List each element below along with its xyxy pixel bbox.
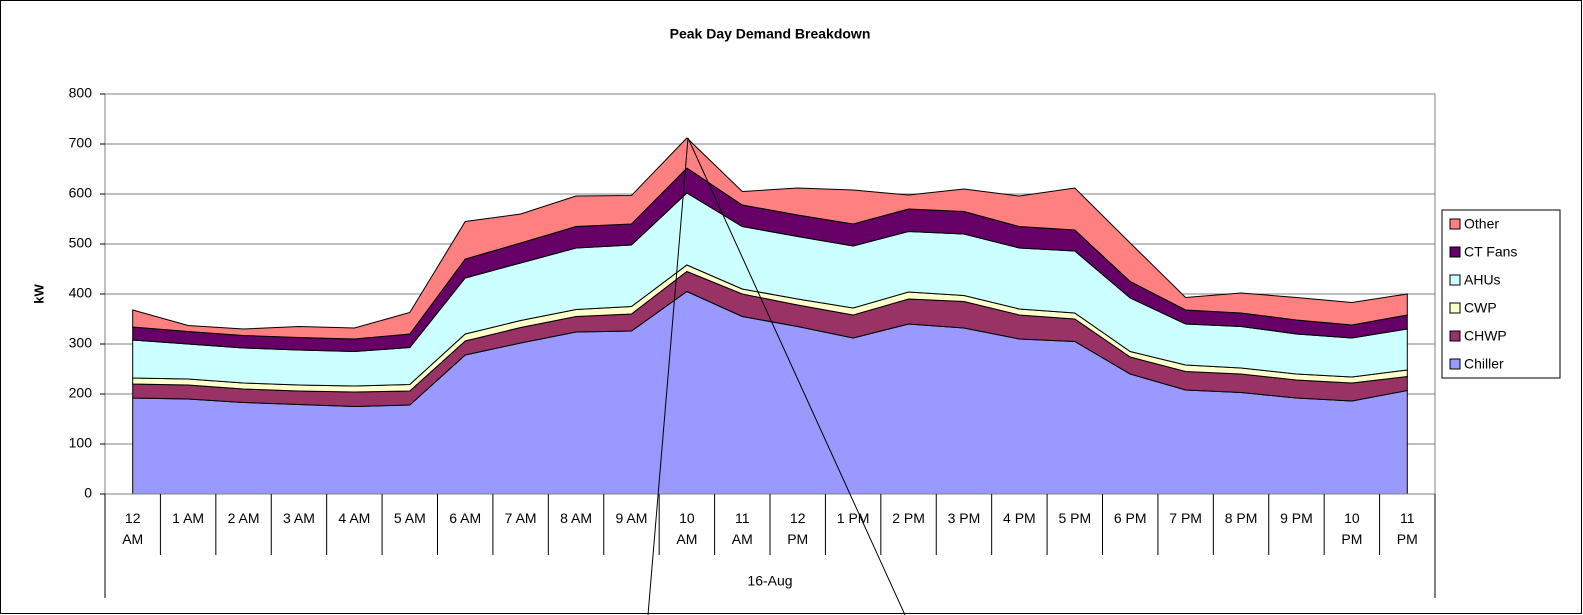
y-tick-label: 600 xyxy=(69,185,93,201)
legend-label: CWP xyxy=(1464,300,1497,316)
x-tick-label: 7 PM xyxy=(1169,510,1202,526)
legend-swatch xyxy=(1449,358,1461,370)
x-tick-label: 10 PM xyxy=(1341,510,1363,547)
legend-swatch xyxy=(1449,330,1461,342)
y-tick-label: 800 xyxy=(69,85,93,101)
x-tick-label: 1 PM xyxy=(836,510,870,526)
legend-swatch xyxy=(1449,302,1461,314)
y-tick-label: 500 xyxy=(69,235,93,251)
chart-title: Peak Day Demand Breakdown xyxy=(670,26,871,42)
x-group-label: 16-Aug xyxy=(747,573,792,589)
legend-swatch xyxy=(1449,218,1461,230)
x-tick-label: 3 PM xyxy=(947,510,981,526)
x-tick-label: 7 AM xyxy=(504,510,537,526)
legend-label: Chiller xyxy=(1464,356,1504,372)
x-tick-label: 10 AM xyxy=(676,510,698,547)
x-tick-label: 11 PM xyxy=(1396,510,1418,547)
x-tick-label: 2 AM xyxy=(227,510,260,526)
legend xyxy=(1441,209,1561,379)
annotation-line xyxy=(647,137,689,615)
x-tick-label: 4 PM xyxy=(1003,510,1036,526)
legend-swatch xyxy=(1449,274,1461,286)
annotation-line xyxy=(687,137,906,615)
x-tick-label: 12 PM xyxy=(787,510,809,547)
y-tick-label: 300 xyxy=(69,335,93,351)
x-tick-label: 6 AM xyxy=(449,510,482,526)
legend-label: CT Fans xyxy=(1464,244,1517,260)
legend-label: CHWP xyxy=(1464,328,1507,344)
x-tick-label: 6 PM xyxy=(1113,510,1147,526)
x-tick-label: 5 AM xyxy=(393,510,426,526)
y-axis-label: kW xyxy=(31,284,46,304)
legend-swatch xyxy=(1449,246,1461,258)
area xyxy=(132,137,1408,340)
x-tick-label: 12 AM xyxy=(122,510,144,547)
x-tick-label: 4 AM xyxy=(338,510,371,526)
y-tick-label: 0 xyxy=(84,485,92,501)
legend-label: AHUs xyxy=(1464,272,1501,288)
x-tick-label: 11 AM xyxy=(731,510,753,547)
y-tick-label: 200 xyxy=(69,385,93,401)
x-tick-label: 5 PM xyxy=(1058,510,1092,526)
x-tick-label: 9 PM xyxy=(1280,510,1313,526)
x-tick-label: 3 AM xyxy=(283,510,315,526)
y-tick-label: 700 xyxy=(69,135,93,151)
x-tick-label: 2 PM xyxy=(892,510,925,526)
x-tick-label: 8 PM xyxy=(1224,510,1258,526)
x-tick-label: 9 AM xyxy=(615,510,648,526)
y-tick-label: 100 xyxy=(69,435,93,451)
x-tick-label: 8 AM xyxy=(560,510,592,526)
y-tick-label: 400 xyxy=(69,285,93,301)
x-tick-label: 1 AM xyxy=(172,510,205,526)
legend-label: Other xyxy=(1464,216,1499,232)
